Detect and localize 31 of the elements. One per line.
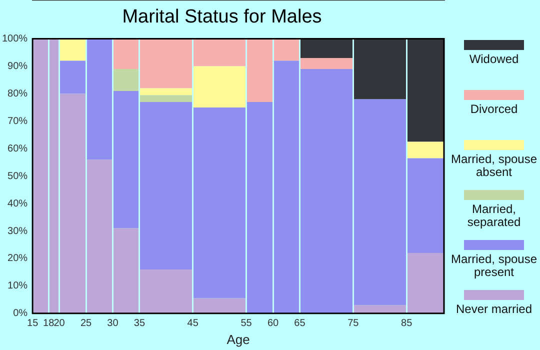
y-tick-label: 80%: [8, 88, 28, 100]
y-tick-label: 0%: [13, 308, 28, 320]
x-tick-label: 18: [43, 318, 55, 330]
x-tick-label: 85: [401, 318, 413, 330]
legend-label: Divorced: [470, 102, 518, 116]
x-tick-label: 25: [80, 318, 92, 330]
y-tick-label: 20%: [8, 253, 28, 264]
x-tick-label: 60: [267, 318, 280, 330]
y-tick-label: 30%: [8, 226, 28, 237]
legend-label: Widowed: [469, 52, 519, 66]
legend-label: Married, spouse absent: [450, 152, 538, 179]
y-tick-label: 70%: [8, 116, 28, 127]
y-tick-label: 10%: [8, 280, 28, 292]
x-tick-label: 55: [240, 318, 252, 330]
y-tick-label: 40%: [8, 198, 28, 210]
x-axis-title: Age: [226, 332, 250, 347]
y-tick-label: 50%: [8, 170, 28, 182]
legend-label: Married, separated: [466, 202, 522, 229]
legend-label: Married, spouse present: [450, 252, 538, 279]
x-tick-label: 65: [294, 318, 306, 330]
legend-label: Never married: [456, 302, 532, 316]
x-tick-label: 15: [27, 318, 39, 330]
x-tick-label: 45: [187, 318, 199, 330]
x-tick-label: 20: [54, 318, 66, 330]
y-tick-label: 90%: [8, 61, 28, 72]
y-tick-label: 60%: [8, 143, 28, 154]
x-tick-label: 75: [348, 318, 360, 330]
chart-title: Marital Status for Males: [122, 6, 322, 28]
y-tick-label: 100%: [2, 34, 28, 45]
x-tick-label: 30: [107, 318, 119, 330]
x-tick-label: 35: [134, 318, 146, 330]
